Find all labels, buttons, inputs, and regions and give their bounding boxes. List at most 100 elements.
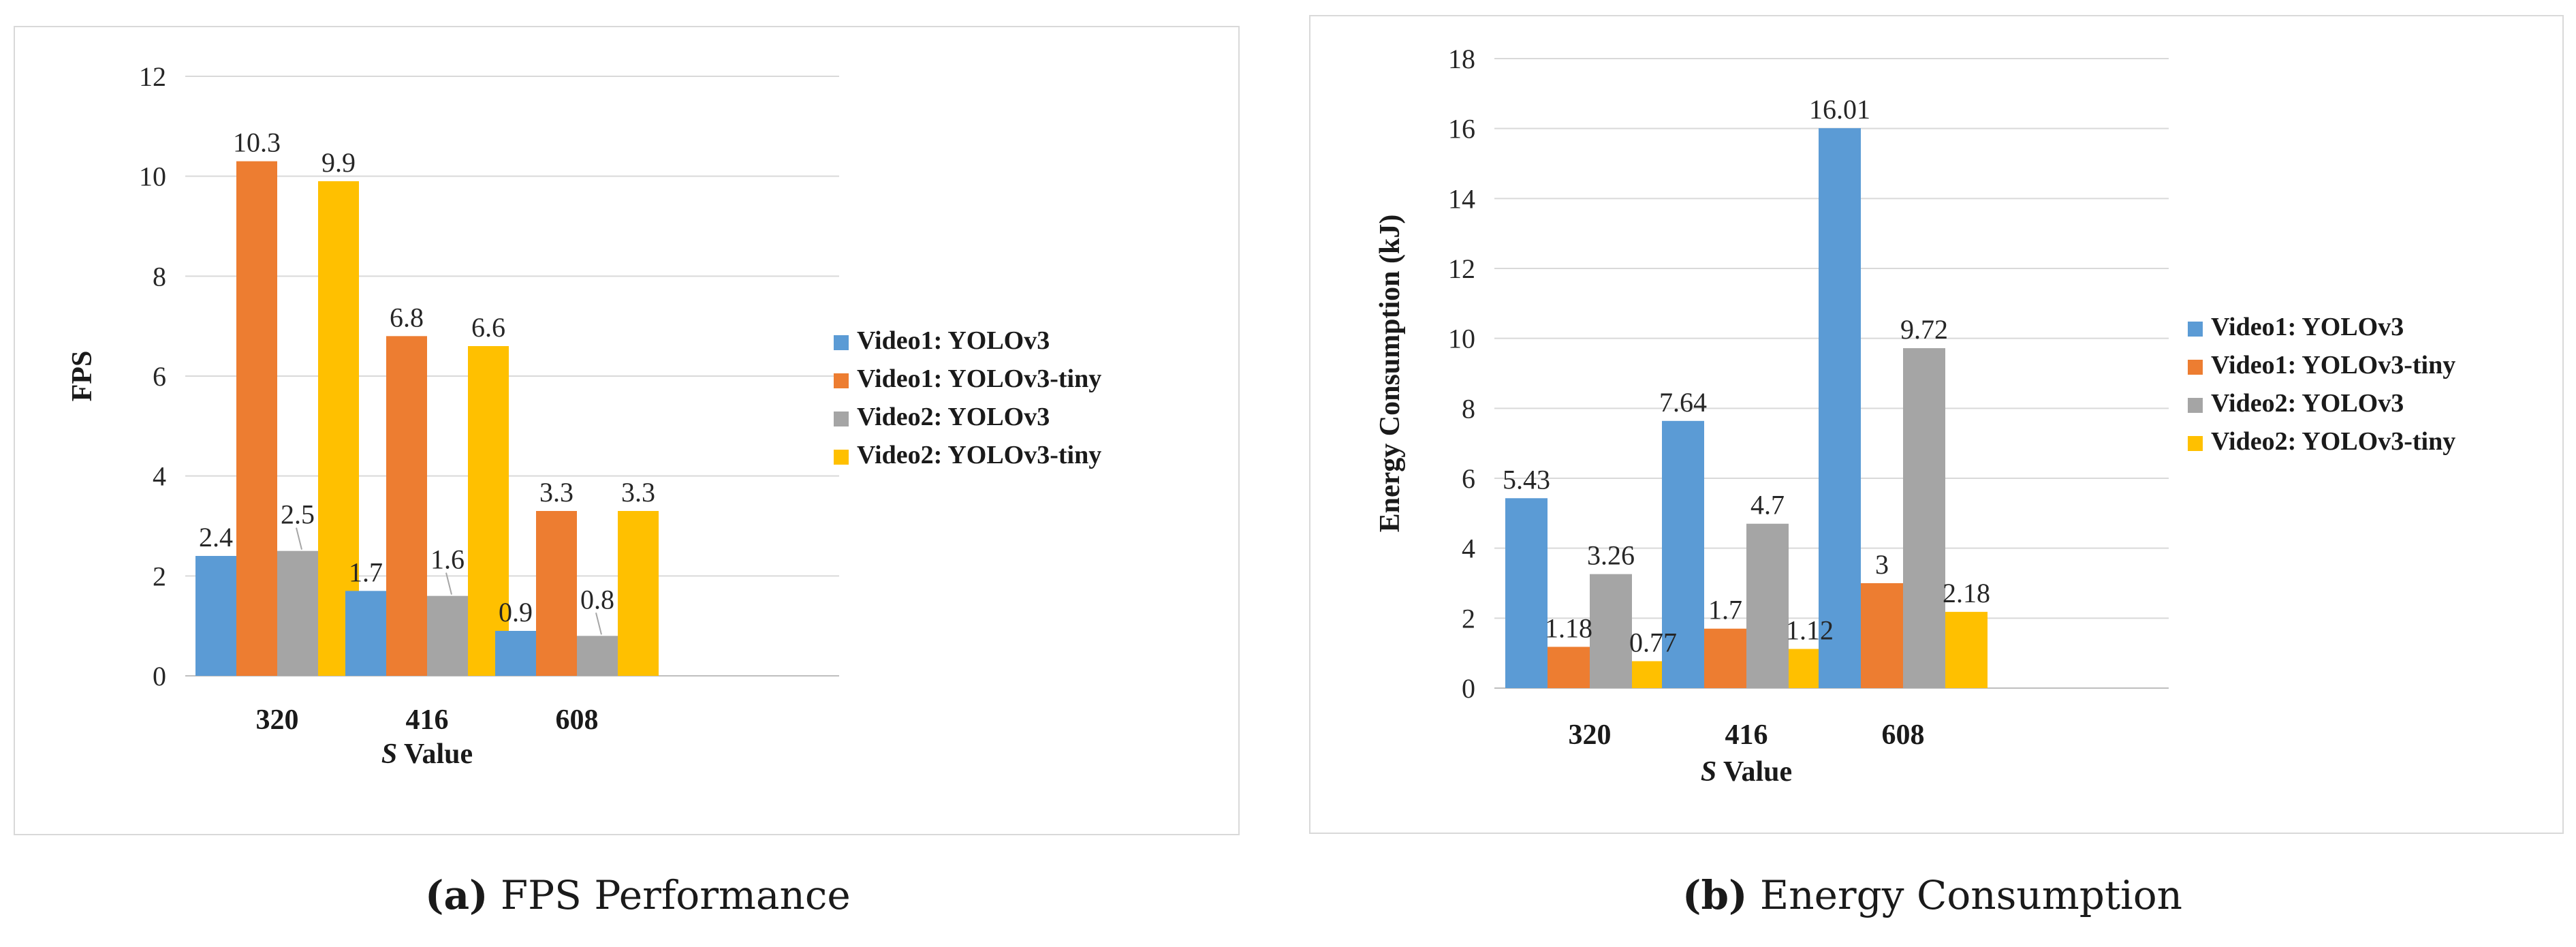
fps-category-416: 416 bbox=[406, 704, 449, 736]
energy-bar-608-s0 bbox=[1819, 128, 1861, 689]
fps-value-608-s2: 0.8 bbox=[580, 584, 614, 615]
fps-category-608: 608 bbox=[556, 704, 599, 736]
energy-value-608-s2: 9.72 bbox=[1900, 314, 1948, 345]
fps-y-axis-label: FPS bbox=[67, 351, 98, 402]
fps-bar-416-s1 bbox=[386, 336, 427, 676]
fps-bar-416-s3 bbox=[468, 346, 509, 676]
fps-bar-320-s1 bbox=[236, 161, 277, 676]
fps-legend-swatch-0 bbox=[834, 335, 849, 350]
caption-energy: (b) Energy Consumption bbox=[1682, 872, 2182, 918]
energy-category-608: 608 bbox=[1882, 719, 1925, 751]
fps-leader-320-s2 bbox=[296, 527, 302, 550]
fps-value-320-s1: 10.3 bbox=[233, 127, 281, 158]
fps-y-tick-8: 8 bbox=[153, 261, 166, 292]
fps-bar-416-s2 bbox=[427, 595, 468, 676]
energy-bar-416-s1 bbox=[1704, 628, 1746, 688]
fps-chart-panel: 0 2 4 6 8 10 12 2.4 10.3 2.5 9.9 1.7 6.8 1.6 6.6 0.9 3.3… bbox=[14, 26, 1240, 835]
energy-x-axis-label-symbol: S bbox=[1701, 756, 1716, 788]
fps-y-tick-12: 12 bbox=[139, 61, 166, 92]
energy-bar-320-s2 bbox=[1590, 574, 1632, 688]
energy-bar-416-s2 bbox=[1746, 523, 1789, 688]
fps-x-axis-label: S Value bbox=[381, 739, 473, 770]
energy-y-tick-2: 2 bbox=[1462, 603, 1475, 634]
fps-value-608-s1: 3.3 bbox=[539, 477, 574, 508]
energy-y-tick-labels: 0 2 4 6 8 10 12 14 16 18 bbox=[1448, 44, 1475, 704]
energy-value-608-s3: 2.18 bbox=[1943, 578, 1990, 608]
energy-y-tick-8: 8 bbox=[1462, 393, 1475, 424]
energy-y-tick-0: 0 bbox=[1462, 673, 1475, 704]
energy-value-320-s0: 5.43 bbox=[1503, 464, 1550, 495]
energy-bars bbox=[1505, 128, 1988, 689]
energy-bar-608-s1 bbox=[1861, 583, 1903, 688]
energy-category-320: 320 bbox=[1569, 719, 1612, 751]
energy-y-tick-12: 12 bbox=[1448, 253, 1475, 284]
energy-x-axis-label: S Value bbox=[1701, 756, 1792, 788]
energy-bar-320-s1 bbox=[1548, 647, 1590, 688]
fps-y-tick-0: 0 bbox=[153, 661, 166, 692]
energy-y-tick-16: 16 bbox=[1448, 114, 1475, 144]
fps-y-tick-4: 4 bbox=[153, 461, 166, 492]
fps-bar-chart: 0 2 4 6 8 10 12 2.4 10.3 2.5 9.9 1.7 6.8 1.6 6.6 0.9 3.3… bbox=[67, 61, 1101, 770]
energy-legend-swatch-0 bbox=[2188, 322, 2203, 337]
fps-y-tick-labels: 0 2 4 6 8 10 12 bbox=[139, 61, 166, 692]
energy-y-axis-label: Energy Consumption (kJ) bbox=[1375, 215, 1406, 533]
energy-bar-608-s2 bbox=[1903, 348, 1945, 688]
fps-legend-label-2: Video2: YOLOv3 bbox=[857, 403, 1050, 431]
energy-value-labels: 5.43 1.18 3.26 0.77 7.64 1.7 4.7 1.12 16.01 3 9.72… bbox=[1503, 94, 1990, 657]
fps-bar-608-s2 bbox=[577, 636, 618, 676]
energy-y-tick-4: 4 bbox=[1462, 533, 1475, 564]
energy-value-608-s1: 3 bbox=[1875, 549, 1889, 580]
fps-x-axis-label-symbol: S bbox=[381, 739, 397, 770]
energy-y-tick-10: 10 bbox=[1448, 324, 1475, 354]
fps-category-320: 320 bbox=[256, 704, 299, 736]
fps-value-416-s2: 1.6 bbox=[430, 544, 465, 575]
energy-value-320-s2: 3.26 bbox=[1587, 540, 1635, 571]
fps-y-tick-6: 6 bbox=[153, 361, 166, 392]
fps-value-320-s2: 2.5 bbox=[281, 499, 315, 530]
energy-category-416: 416 bbox=[1725, 719, 1768, 751]
fps-y-tick-2: 2 bbox=[153, 561, 166, 591]
fps-legend: Video1: YOLOv3 Video1: YOLOv3-tiny Video2:… bbox=[834, 326, 1101, 469]
energy-value-608-s0: 16.01 bbox=[1809, 94, 1870, 125]
fps-bar-320-s0 bbox=[195, 556, 236, 676]
fps-category-labels: 320 416 608 bbox=[256, 704, 599, 736]
energy-legend-swatch-1 bbox=[2188, 360, 2203, 375]
fps-y-tick-10: 10 bbox=[139, 161, 166, 192]
fps-legend-swatch-1 bbox=[834, 373, 849, 388]
energy-value-416-s2: 4.7 bbox=[1750, 490, 1785, 521]
energy-legend-swatch-3 bbox=[2188, 436, 2203, 451]
energy-value-320-s3: 0.77 bbox=[1629, 627, 1677, 657]
fps-bar-608-s1 bbox=[536, 511, 577, 676]
fps-value-608-s3: 3.3 bbox=[621, 477, 655, 508]
energy-legend-label-0: Video1: YOLOv3 bbox=[2211, 313, 2404, 341]
energy-y-tick-6: 6 bbox=[1462, 463, 1475, 494]
energy-legend-swatch-2 bbox=[2188, 398, 2203, 413]
energy-y-tick-14: 14 bbox=[1448, 183, 1475, 214]
energy-y-tick-18: 18 bbox=[1448, 44, 1475, 74]
caption-energy-letter: (b) bbox=[1682, 872, 1748, 918]
caption-energy-text: Energy Consumption bbox=[1759, 872, 2182, 918]
fps-legend-swatch-2 bbox=[834, 412, 849, 426]
fps-value-320-s3: 9.9 bbox=[321, 147, 356, 178]
fps-value-416-s1: 6.8 bbox=[390, 302, 424, 332]
energy-legend-label-3: Video2: YOLOv3-tiny bbox=[2211, 427, 2455, 456]
energy-category-labels: 320 416 608 bbox=[1569, 719, 1925, 751]
energy-value-416-s0: 7.64 bbox=[1659, 387, 1707, 418]
caption-fps: (a) FPS Performance bbox=[425, 872, 851, 918]
fps-bar-608-s0 bbox=[495, 631, 536, 676]
fps-leader-416-s2 bbox=[445, 572, 452, 595]
fps-value-labels: 2.4 10.3 2.5 9.9 1.7 6.8 1.6 6.6 0.9 3.3 0.8 3.3 bbox=[199, 127, 655, 635]
fps-value-416-s0: 1.7 bbox=[349, 557, 383, 587]
energy-chart-panel: 0 2 4 6 8 10 12 14 16 18 5.43 1.18 3.26 0.77 7.64 1.7 4.… bbox=[1309, 15, 2564, 834]
fps-leader-608-s2 bbox=[595, 612, 602, 635]
energy-value-416-s3: 1.12 bbox=[1786, 615, 1834, 646]
energy-legend-label-1: Video1: YOLOv3-tiny bbox=[2211, 351, 2455, 379]
energy-bar-320-s0 bbox=[1505, 498, 1548, 688]
fps-bars bbox=[195, 161, 659, 676]
energy-x-axis-label-rest: Value bbox=[1716, 756, 1792, 788]
energy-bar-416-s0 bbox=[1662, 420, 1704, 688]
fps-value-416-s3: 6.6 bbox=[471, 312, 505, 343]
fps-bar-416-s0 bbox=[345, 591, 386, 676]
caption-fps-letter: (a) bbox=[425, 872, 488, 918]
energy-legend-label-2: Video2: YOLOv3 bbox=[2211, 389, 2404, 418]
